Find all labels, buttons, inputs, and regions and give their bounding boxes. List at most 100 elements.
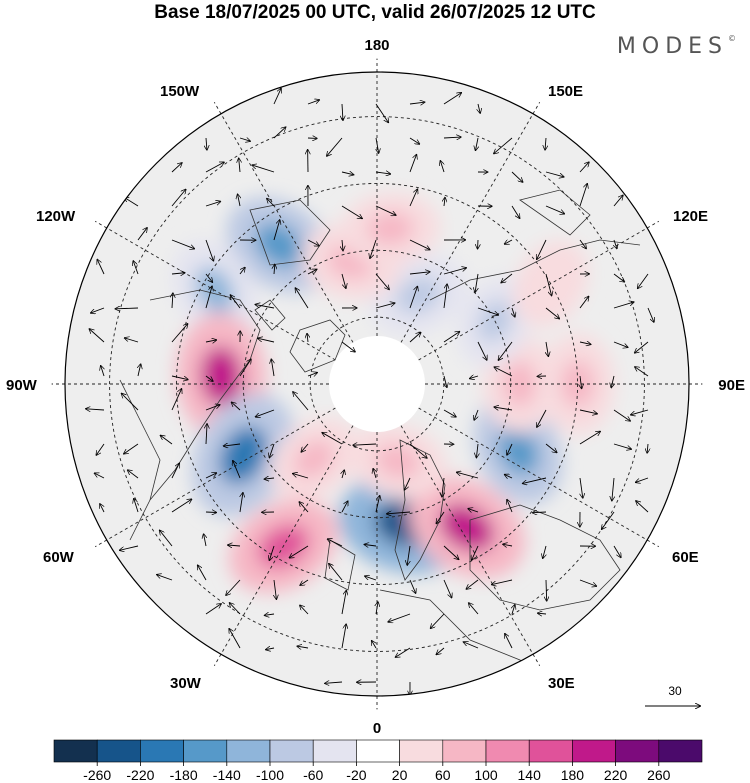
wind-vector	[636, 501, 649, 513]
wind-vector	[372, 641, 377, 649]
wind-vector	[476, 443, 478, 457]
wind-vector	[611, 375, 614, 387]
wind-vector	[443, 137, 461, 138]
wind-vector	[443, 284, 447, 309]
wind-vector	[409, 579, 416, 593]
wind-vector	[233, 461, 241, 479]
map-boundary	[64, 71, 690, 697]
wind-vector	[579, 297, 589, 309]
wind-vector	[476, 137, 478, 150]
colorbar-swatch	[399, 739, 444, 763]
wind-vector	[613, 273, 624, 282]
wind-vector	[511, 171, 523, 182]
wind-vector	[405, 477, 411, 490]
wind-vector	[492, 579, 513, 585]
wind-vector	[205, 273, 212, 282]
wind-vector	[373, 469, 376, 479]
colorbar-tick-label: -260	[83, 767, 111, 783]
wind-vector	[613, 545, 621, 557]
wind-vector	[507, 443, 513, 455]
lon-label-180: 180	[364, 37, 389, 54]
wind-vector	[329, 564, 343, 581]
wind-vector	[300, 605, 309, 615]
wind-vector	[503, 544, 513, 546]
colorbar-tick-label: 60	[435, 767, 451, 783]
wind-vector	[370, 239, 377, 258]
wind-vector	[171, 273, 185, 274]
wind-vector	[266, 648, 275, 650]
wind-vector	[613, 409, 630, 421]
colorbar-swatch	[485, 739, 530, 763]
lon-label-90w: 90W	[6, 377, 38, 394]
wind-vector	[464, 642, 479, 649]
wind-vector	[205, 604, 221, 615]
wind-vector	[444, 375, 447, 387]
wind-vector	[580, 477, 583, 498]
wind-vector	[171, 324, 188, 343]
colorbar-swatch	[356, 739, 400, 763]
wind-vector	[293, 392, 309, 411]
wind-vector	[523, 477, 547, 483]
wind-vector	[545, 443, 557, 452]
meridian-line	[376, 383, 541, 667]
wind-vector	[477, 341, 487, 360]
wind-vector	[138, 364, 141, 377]
wind-vector	[507, 500, 513, 513]
wind-vector	[341, 591, 346, 615]
colorbar-tick-label: -140	[213, 767, 241, 783]
wind-vector	[341, 273, 346, 288]
wind-vector	[122, 394, 139, 411]
wind-vector	[537, 239, 547, 259]
wind-vector	[124, 443, 139, 454]
wind-vector	[387, 512, 411, 514]
colorbar-tick-label: -180	[170, 767, 198, 783]
wind-vector	[443, 545, 459, 559]
wind-vector	[469, 603, 479, 615]
wind-vector	[101, 366, 104, 377]
colorbar-tick-label: -100	[256, 767, 284, 783]
wind-vector	[341, 624, 346, 649]
wind-vector	[273, 89, 281, 105]
wind-vector	[171, 463, 179, 479]
wind-vector	[475, 273, 478, 292]
wind-vector	[273, 220, 280, 241]
wind-vector	[342, 103, 343, 120]
wind-vector	[171, 375, 188, 380]
wind-vector	[579, 184, 587, 207]
wind-vector	[97, 260, 105, 275]
lon-label-60e: 60E	[672, 549, 699, 566]
lon-label-60w: 60W	[43, 549, 75, 566]
wind-vector	[388, 613, 411, 622]
brand-name: MODES	[616, 34, 728, 59]
wind-vector	[474, 409, 479, 420]
brand-logo: MODES©	[617, 34, 736, 59]
wind-vector	[293, 474, 309, 479]
wind-vector	[580, 375, 582, 388]
wind-vector	[258, 338, 275, 343]
wind-vector	[255, 305, 275, 309]
wind-vector	[342, 239, 343, 250]
wind-vector	[545, 273, 552, 295]
wind-vector	[436, 647, 445, 654]
wind-vector	[409, 102, 424, 104]
wind-vector	[301, 443, 309, 452]
lon-label-90e: 90E	[718, 377, 745, 394]
wind-vector	[172, 293, 173, 309]
wind-vector	[295, 288, 309, 309]
wind-vector	[204, 534, 206, 547]
wind-vector	[602, 511, 615, 529]
wind-vector	[341, 501, 348, 513]
wind-vector	[307, 334, 308, 343]
wind-vector	[265, 478, 275, 479]
wind-vector	[533, 512, 547, 513]
wind-vector	[297, 646, 309, 648]
anomaly-core	[367, 212, 414, 245]
wind-vector	[205, 286, 212, 309]
map-disc	[51, 58, 703, 710]
wind-vector	[239, 268, 245, 275]
anomaly-core	[498, 424, 539, 476]
wind-vector	[635, 367, 649, 377]
wind-vector	[198, 565, 207, 581]
anomaly-core	[219, 426, 267, 484]
wind-vector	[230, 295, 241, 309]
